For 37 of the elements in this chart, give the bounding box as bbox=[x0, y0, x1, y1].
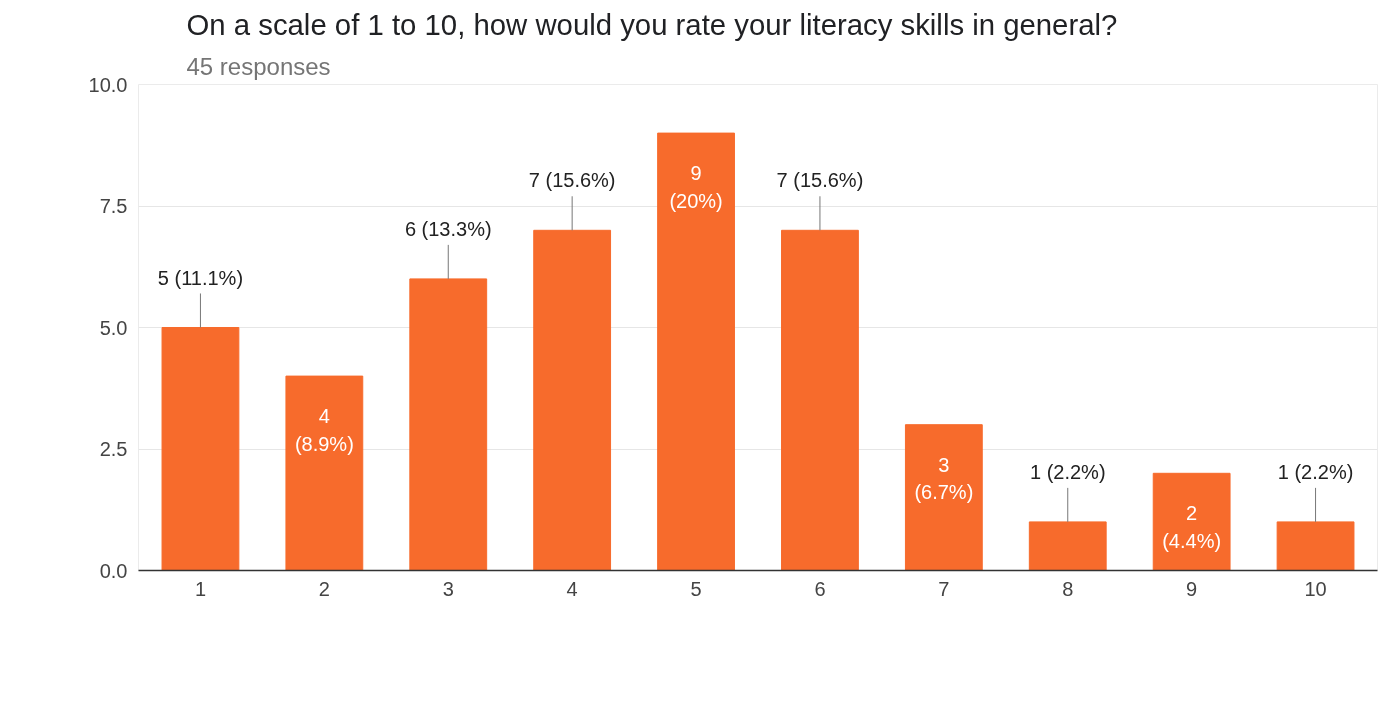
data-label: 3 (6.7%) bbox=[914, 453, 974, 504]
data-label: 6 (13.3%) bbox=[404, 218, 492, 241]
x-tick-label: 7 bbox=[938, 577, 950, 600]
data-label: 9 (20%) bbox=[669, 162, 723, 212]
y-tick-label: 5.0 bbox=[99, 316, 128, 339]
bar bbox=[1152, 472, 1231, 571]
y-tick-label: 10.0 bbox=[88, 73, 128, 96]
bar bbox=[285, 375, 364, 571]
data-label: 7 (15.6%) bbox=[528, 169, 616, 192]
bar bbox=[1028, 521, 1107, 571]
y-tick-label: 0.0 bbox=[99, 559, 128, 582]
y-tick-label: 2.5 bbox=[99, 438, 128, 460]
data-label: 5 (11.1%) bbox=[157, 266, 244, 289]
x-tick-label: 10 bbox=[1304, 577, 1327, 600]
bar bbox=[657, 132, 735, 571]
chart-subtitle: 45 responses bbox=[186, 52, 331, 80]
x-tick-label: 6 bbox=[814, 577, 826, 600]
bar bbox=[781, 229, 859, 571]
bar bbox=[1276, 521, 1355, 571]
x-tick-label: 5 bbox=[690, 577, 702, 600]
data-label: 1 (2.2%) bbox=[1277, 461, 1354, 484]
bar bbox=[904, 424, 983, 571]
x-tick-label: 9 bbox=[1186, 577, 1198, 600]
x-tick-label: 8 bbox=[1062, 577, 1074, 600]
bar bbox=[409, 278, 488, 571]
data-label: 4 (8.9%) bbox=[294, 405, 354, 455]
bar bbox=[533, 229, 612, 571]
x-tick-label: 4 bbox=[566, 577, 578, 600]
data-label: 2 (4.4%) bbox=[1162, 502, 1222, 552]
chart-title: On a scale of 1 to 10, how would you rate your literacy skills in general? bbox=[186, 7, 1118, 41]
x-tick-label: 3 bbox=[442, 577, 454, 600]
data-label: 7 (15.6%) bbox=[776, 169, 864, 192]
y-tick-label: 7.5 bbox=[99, 195, 128, 217]
x-tick-label: 2 bbox=[318, 577, 330, 600]
x-tick-label: 1 bbox=[194, 577, 207, 600]
data-label: 1 (2.2%) bbox=[1029, 461, 1106, 484]
bar bbox=[161, 327, 240, 571]
